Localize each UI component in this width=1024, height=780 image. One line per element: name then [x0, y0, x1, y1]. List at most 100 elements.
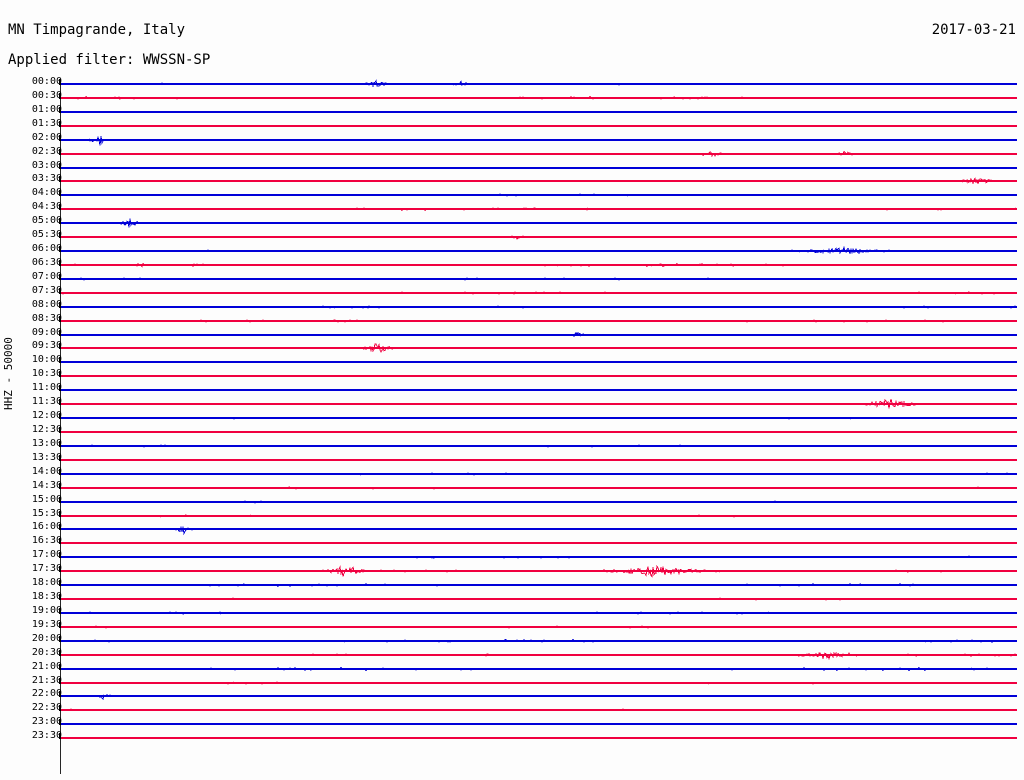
trace-row: 07:00	[0, 271, 1024, 286]
trace-time-label: 07:30	[31, 284, 62, 296]
trace-waveform	[61, 193, 1017, 197]
trace-time-label: 20:30	[31, 646, 62, 658]
trace-axis-tick	[59, 496, 61, 503]
trace-row: 01:30	[0, 118, 1024, 133]
trace-waveform	[61, 361, 1017, 364]
trace-waveform	[61, 638, 1017, 644]
trace-waveform	[61, 625, 1017, 629]
trace-waveform	[61, 471, 1017, 476]
trace-time-label: 00:00	[31, 76, 62, 87]
trace-axis-tick	[59, 482, 61, 489]
trace-waveform	[61, 304, 1017, 309]
trace-waveform	[61, 375, 1017, 378]
trace-waveform	[61, 582, 1017, 588]
trace-time-label: 13:00	[31, 437, 62, 449]
trace-time-label: 23:30	[31, 730, 62, 742]
header: MN Timpagrande, Italy Applied filter: WW…	[0, 0, 1024, 80]
trace-row: 05:30	[0, 230, 1024, 244]
trace-row: 23:00	[0, 717, 1024, 731]
trace-axis-tick	[59, 371, 61, 378]
trace-axis-tick	[59, 134, 61, 141]
trace-axis-tick	[59, 607, 61, 614]
trace-time-label: 19:30	[31, 618, 62, 630]
trace-stack: 00:00 00:30 01:00 01:30 02:00 02:30 03:00 03:30…	[0, 76, 1024, 780]
trace-waveform	[61, 79, 1017, 88]
trace-row: 21:30	[0, 674, 1024, 690]
trace-waveform	[61, 330, 1017, 337]
trace-axis-tick	[59, 621, 61, 628]
trace-waveform	[61, 444, 1017, 448]
trace-row: 05:00	[0, 216, 1024, 230]
trace-waveform	[61, 723, 1017, 726]
trace-waveform	[61, 666, 1017, 672]
trace-axis-tick	[59, 635, 61, 642]
trace-row: 06:00	[0, 244, 1024, 258]
trace-row: 00:30	[0, 89, 1024, 105]
trace-row: 11:00	[0, 383, 1024, 397]
trace-time-label: 11:00	[31, 382, 62, 394]
trace-waveform	[61, 291, 1017, 295]
trace-axis-tick	[59, 92, 61, 99]
trace-waveform	[61, 389, 1017, 392]
trace-row: 21:00	[0, 661, 1024, 676]
trace-time-label: 15:00	[31, 493, 62, 505]
applied-filter-label: Applied filter: WWSSN-SP	[8, 52, 211, 68]
trace-time-label: 18:30	[31, 591, 62, 603]
trace-axis-tick	[59, 106, 61, 113]
trace-row: 10:00	[0, 355, 1024, 369]
trace-time-label: 12:00	[31, 410, 62, 422]
trace-axis-tick	[59, 733, 61, 740]
trace-time-label: 08:30	[31, 312, 62, 324]
trace-row: 13:00	[0, 437, 1024, 453]
trace-row: 09:30	[0, 341, 1024, 355]
trace-axis-tick	[59, 343, 61, 350]
trace-time-label: 21:30	[31, 674, 62, 686]
trace-axis-tick	[59, 705, 61, 712]
trace-axis-tick	[59, 148, 61, 155]
trace-waveform	[61, 458, 1017, 462]
trace-waveform	[61, 276, 1017, 281]
trace-time-label: 12:30	[31, 424, 62, 435]
trace-row: 04:30	[0, 202, 1024, 216]
trace-waveform	[61, 135, 1017, 146]
trace-waveform	[61, 430, 1017, 434]
trace-row: 22:30	[0, 703, 1024, 717]
trace-axis-tick	[59, 204, 61, 211]
trace-row: 02:00	[0, 132, 1024, 147]
trace-time-label: 20:00	[31, 632, 62, 644]
trace-waveform	[61, 555, 1017, 560]
trace-waveform	[61, 737, 1017, 740]
trace-axis-tick	[59, 580, 61, 587]
trace-axis-tick	[59, 190, 61, 197]
trace-row: 17:00	[0, 550, 1024, 564]
trace-axis-tick	[59, 538, 61, 545]
trace-time-label: 15:30	[31, 507, 62, 519]
trace-axis-tick	[59, 440, 61, 447]
trace-time-label: 10:00	[31, 354, 62, 366]
trace-waveform	[61, 611, 1017, 615]
trace-time-label: 01:00	[31, 103, 62, 115]
trace-axis-tick	[59, 329, 61, 336]
trace-time-label: 05:00	[31, 215, 62, 227]
trace-waveform	[61, 416, 1017, 420]
trace-time-label: 06:30	[31, 256, 62, 268]
trace-waveform	[61, 514, 1017, 517]
trace-row: 14:00	[0, 466, 1024, 481]
trace-time-label: 00:30	[31, 89, 62, 101]
trace-waveform	[61, 399, 1017, 409]
trace-waveform	[61, 318, 1017, 323]
trace-axis-tick	[59, 176, 61, 183]
trace-waveform	[61, 651, 1017, 660]
trace-waveform	[61, 235, 1017, 240]
trace-waveform	[61, 708, 1017, 712]
trace-time-label: 03:00	[31, 159, 62, 171]
trace-waveform	[61, 95, 1017, 100]
trace-row: 18:00	[0, 578, 1024, 592]
trace-axis-tick	[59, 468, 61, 475]
trace-row: 09:00	[0, 327, 1024, 342]
trace-waveform	[61, 565, 1017, 578]
trace-axis-tick	[59, 552, 61, 559]
trace-time-label: 19:00	[31, 604, 62, 616]
trace-waveform	[61, 124, 1017, 127]
trace-row: 01:00	[0, 103, 1024, 119]
